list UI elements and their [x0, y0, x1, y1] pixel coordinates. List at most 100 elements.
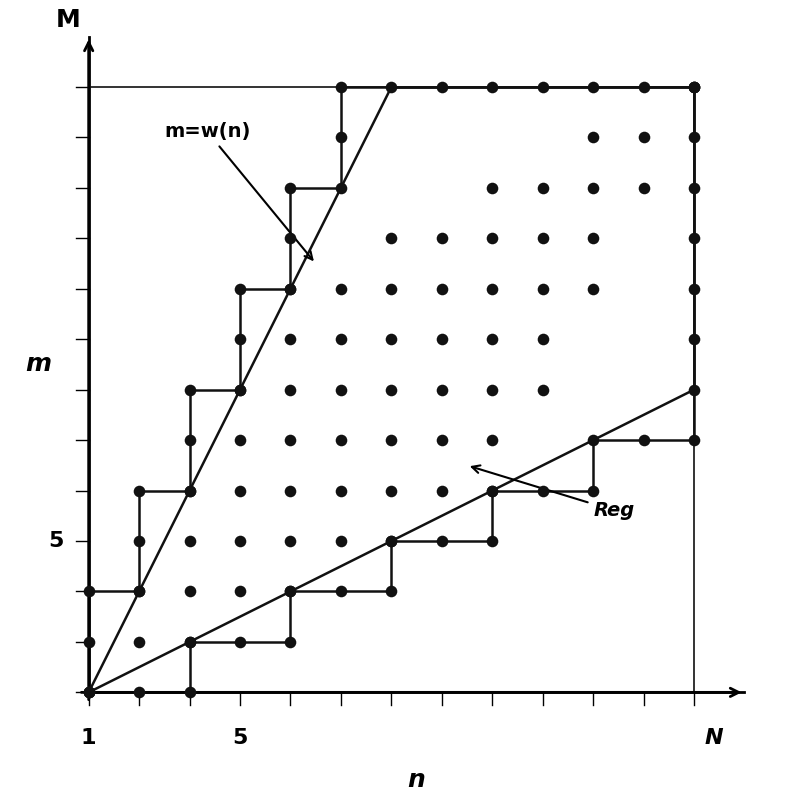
Point: [486, 181, 498, 194]
Point: [688, 232, 701, 245]
Point: [586, 232, 599, 245]
Point: [284, 635, 297, 648]
Point: [385, 585, 398, 598]
Point: [586, 181, 599, 194]
Point: [334, 484, 347, 497]
Point: [435, 333, 448, 345]
Point: [486, 283, 498, 295]
Point: [688, 283, 701, 295]
Point: [334, 434, 347, 447]
Point: [435, 81, 448, 93]
Point: [688, 383, 701, 396]
Text: 5: 5: [48, 531, 63, 551]
Point: [82, 635, 95, 648]
Point: [284, 585, 297, 598]
Point: [82, 686, 95, 699]
Point: [133, 585, 146, 598]
Point: [486, 484, 498, 497]
Point: [536, 383, 549, 396]
Point: [133, 535, 146, 547]
Point: [586, 81, 599, 93]
Text: 5: 5: [232, 728, 248, 748]
Point: [284, 383, 297, 396]
Point: [234, 333, 246, 345]
Point: [234, 635, 246, 648]
Point: [234, 283, 246, 295]
Point: [183, 383, 196, 396]
Point: [183, 535, 196, 547]
Point: [486, 383, 498, 396]
Point: [688, 181, 701, 194]
Point: [234, 535, 246, 547]
Point: [183, 484, 196, 497]
Point: [385, 333, 398, 345]
Point: [385, 383, 398, 396]
Point: [536, 333, 549, 345]
Point: [385, 535, 398, 547]
Point: [688, 81, 701, 93]
Point: [536, 283, 549, 295]
Point: [183, 686, 196, 699]
Point: [284, 585, 297, 598]
Point: [234, 383, 246, 396]
Point: [637, 181, 650, 194]
Text: 1: 1: [81, 728, 97, 748]
Point: [637, 131, 650, 144]
Point: [284, 535, 297, 547]
Point: [435, 484, 448, 497]
Point: [385, 434, 398, 447]
Point: [234, 585, 246, 598]
Point: [637, 81, 650, 93]
Point: [284, 283, 297, 295]
Point: [586, 484, 599, 497]
Text: m=w(n): m=w(n): [164, 123, 313, 260]
Point: [82, 686, 95, 699]
Point: [536, 81, 549, 93]
Point: [133, 686, 146, 699]
Point: [435, 232, 448, 245]
Point: [688, 81, 701, 93]
Point: [183, 484, 196, 497]
Point: [435, 283, 448, 295]
Point: [536, 484, 549, 497]
Point: [586, 434, 599, 447]
Point: [183, 434, 196, 447]
Point: [234, 484, 246, 497]
Point: [385, 81, 398, 93]
Point: [334, 81, 347, 93]
Text: M: M: [56, 7, 81, 32]
Point: [688, 81, 701, 93]
Point: [284, 484, 297, 497]
Point: [284, 283, 297, 295]
Point: [435, 434, 448, 447]
Point: [183, 585, 196, 598]
Text: Reg: Reg: [472, 466, 634, 520]
Point: [133, 484, 146, 497]
Point: [688, 333, 701, 345]
Point: [385, 232, 398, 245]
Point: [385, 283, 398, 295]
Text: n: n: [408, 768, 426, 792]
Point: [486, 333, 498, 345]
Point: [82, 686, 95, 699]
Point: [284, 232, 297, 245]
Point: [133, 635, 146, 648]
Point: [486, 434, 498, 447]
Point: [486, 535, 498, 547]
Point: [334, 333, 347, 345]
Point: [688, 131, 701, 144]
Point: [334, 535, 347, 547]
Text: m: m: [26, 352, 51, 376]
Point: [334, 283, 347, 295]
Point: [637, 434, 650, 447]
Point: [385, 535, 398, 547]
Point: [536, 181, 549, 194]
Point: [385, 484, 398, 497]
Point: [334, 181, 347, 194]
Point: [486, 81, 498, 93]
Point: [536, 232, 549, 245]
Point: [183, 635, 196, 648]
Point: [688, 434, 701, 447]
Point: [183, 635, 196, 648]
Point: [435, 535, 448, 547]
